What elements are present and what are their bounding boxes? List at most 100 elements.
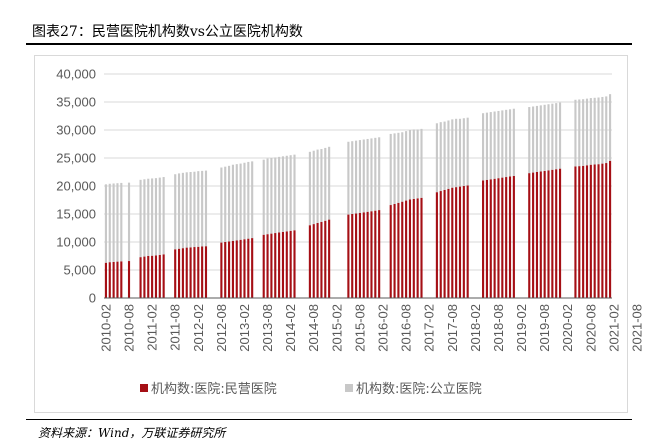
bar-public [508, 109, 512, 177]
bar-public [589, 98, 592, 165]
bar-private [370, 211, 373, 298]
bar-private [201, 246, 204, 298]
y-tick-label: 10,000 [56, 235, 96, 250]
bar-private [355, 213, 358, 298]
bar-private [462, 186, 465, 298]
bar-private [555, 169, 558, 298]
y-tick-label: 35,000 [56, 95, 96, 110]
bar-public [120, 182, 123, 262]
legend-swatch-public [345, 384, 353, 392]
bar-private [293, 230, 296, 298]
bar-public [181, 172, 184, 249]
bar-public [143, 179, 146, 257]
bar-public [158, 177, 161, 255]
bar-public [193, 171, 196, 248]
bar-public [235, 164, 238, 241]
x-tick-label: 2019-08 [537, 304, 552, 352]
bar-public [393, 133, 396, 204]
bar-public [239, 163, 242, 240]
bar-private [416, 198, 419, 298]
bar-private [609, 160, 612, 298]
bar-private [281, 231, 285, 298]
bar-private [274, 233, 277, 298]
bar-public [116, 183, 119, 262]
bar-private [597, 164, 600, 298]
bar-private [270, 233, 273, 298]
bar-public [597, 97, 600, 165]
bar-public [197, 171, 200, 247]
bar-private [104, 262, 107, 298]
x-tick-label: 2020-08 [583, 304, 598, 352]
y-tick-label: 5,000 [63, 263, 96, 278]
bar-private [158, 254, 161, 298]
y-tick-label: 20,000 [56, 179, 96, 194]
y-tick-label: 25,000 [56, 151, 96, 166]
bar-private [532, 172, 535, 298]
x-tick-label: 2018-02 [468, 304, 483, 352]
x-tick-label: 2020-02 [560, 304, 575, 352]
bar-public [104, 184, 107, 263]
bar-private [574, 166, 577, 298]
bar-public [355, 140, 358, 214]
bar-private [508, 176, 512, 298]
bar-public [189, 172, 192, 248]
x-tick-label: 2012-08 [214, 304, 229, 352]
bar-private [251, 238, 254, 298]
bar-public [609, 94, 612, 161]
bar-public [351, 141, 354, 214]
bar-public [312, 150, 315, 225]
bar-private [243, 239, 246, 298]
bar-private [435, 192, 438, 298]
bar-public [147, 178, 150, 256]
bar-private [455, 187, 458, 298]
bar-public [262, 159, 265, 235]
title-bar: 图表27：民营医院机构数vs公立医院机构数 [26, 19, 632, 45]
bar-public [174, 174, 177, 250]
bar-private [497, 178, 500, 298]
bar-public [401, 132, 404, 202]
x-tick-label: 2014-02 [283, 304, 298, 352]
bar-private [189, 247, 192, 298]
x-tick-label: 2012-02 [191, 304, 206, 352]
bar-public [154, 178, 158, 256]
bar-public [593, 97, 596, 165]
bar-private [185, 247, 188, 298]
bar-public [285, 155, 288, 232]
x-tick-label: 2010-02 [98, 304, 113, 352]
bar-public [320, 149, 323, 222]
bar-private [262, 234, 265, 298]
bar-private [108, 262, 111, 298]
bar-public [493, 111, 496, 179]
bar-private [181, 248, 184, 298]
bar-private [551, 169, 554, 298]
bar-public [451, 119, 454, 188]
bar-private [247, 238, 250, 298]
grid-lines [104, 73, 612, 271]
bar-public [501, 110, 504, 178]
bar-private [312, 224, 315, 298]
bar-public [185, 172, 188, 248]
bar-public [551, 103, 554, 170]
bar-public [374, 137, 377, 211]
bar-private [324, 220, 327, 298]
y-axis-ticks: 0 5,000 10,000 15,000 20,000 25,000 30,000 35,0… [56, 67, 96, 306]
bar-public [108, 183, 111, 263]
bar-public [243, 162, 246, 240]
bar-private [174, 249, 177, 298]
bar-private [547, 170, 550, 298]
bar-public [539, 105, 542, 172]
bar-public [251, 161, 254, 239]
bar-public [289, 155, 292, 231]
bar-public [532, 106, 535, 173]
bar-private [601, 163, 604, 298]
x-tick-label: 2021-02 [606, 304, 621, 352]
bar-public [558, 102, 562, 169]
x-tick-label: 2015-02 [329, 304, 344, 352]
bar-public [543, 104, 546, 171]
bar-private [308, 225, 311, 298]
bar-private [451, 187, 454, 298]
bar-public [358, 140, 361, 213]
y-tick-label: 0 [89, 291, 96, 306]
y-tick-label: 30,000 [56, 123, 96, 138]
